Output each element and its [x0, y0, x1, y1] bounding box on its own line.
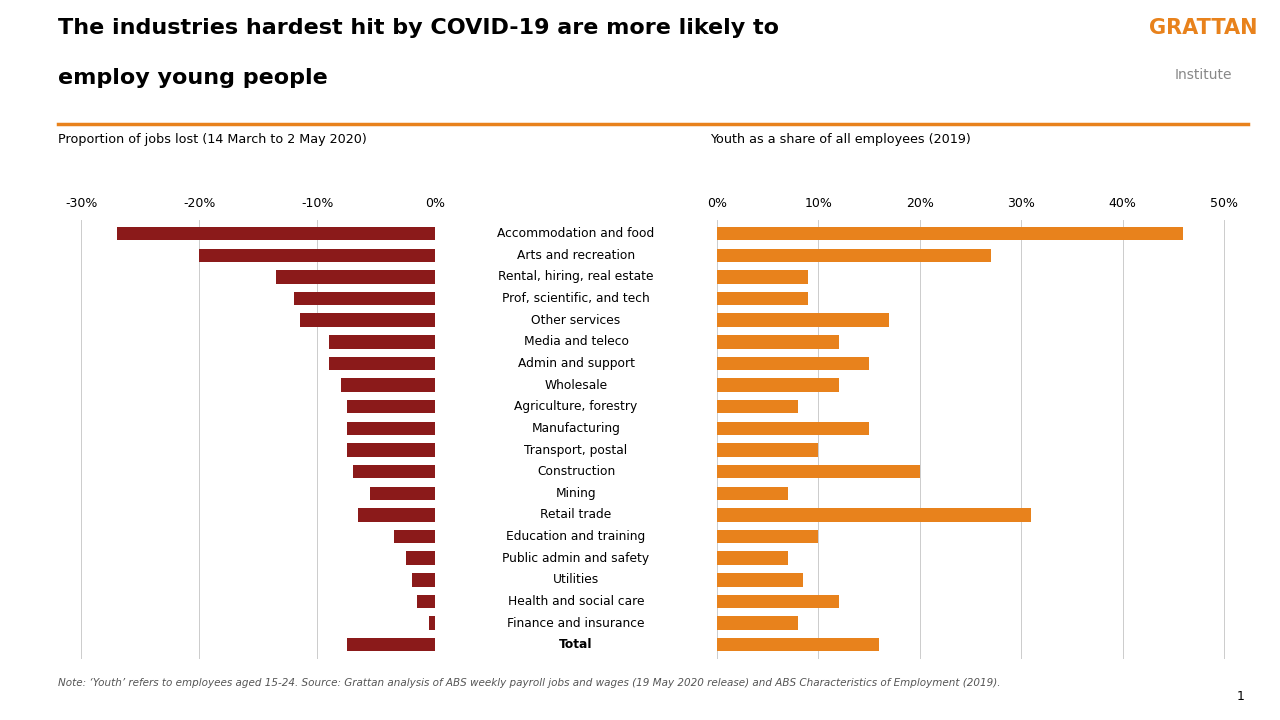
Text: Utilities: Utilities [553, 573, 599, 586]
Text: Other services: Other services [531, 314, 621, 327]
Bar [347, 444, 435, 456]
Bar [717, 248, 991, 262]
Bar [347, 638, 435, 652]
Bar [406, 552, 435, 565]
Bar [116, 227, 435, 240]
Text: The industries hardest hit by COVID-19 are more likely to: The industries hardest hit by COVID-19 a… [58, 18, 778, 38]
Bar [276, 270, 435, 284]
Bar [717, 638, 879, 652]
Text: Finance and insurance: Finance and insurance [507, 616, 645, 629]
Text: Note: ‘Youth’ refers to employees aged 15-24. Source: Grattan analysis of ABS we: Note: ‘Youth’ refers to employees aged 1… [58, 678, 1000, 688]
Bar [358, 508, 435, 521]
Text: Health and social care: Health and social care [508, 595, 644, 608]
Text: Rental, hiring, real estate: Rental, hiring, real estate [498, 271, 654, 284]
Text: Retail trade: Retail trade [540, 508, 612, 521]
Text: Manufacturing: Manufacturing [531, 422, 621, 435]
Bar [300, 313, 435, 327]
Bar [429, 616, 435, 630]
Bar [717, 270, 808, 284]
Bar [417, 595, 435, 608]
Text: Wholesale: Wholesale [544, 379, 608, 392]
Bar [717, 595, 838, 608]
Bar [717, 379, 838, 392]
Text: employ young people: employ young people [58, 68, 328, 89]
Text: Accommodation and food: Accommodation and food [498, 228, 654, 240]
Text: Public admin and safety: Public admin and safety [503, 552, 649, 564]
Bar [293, 292, 435, 305]
Text: Transport, postal: Transport, postal [525, 444, 627, 456]
Bar [717, 292, 808, 305]
Text: Youth as a share of all employees (2019): Youth as a share of all employees (2019) [710, 133, 972, 146]
Text: Prof, scientific, and tech: Prof, scientific, and tech [502, 292, 650, 305]
Bar [340, 379, 435, 392]
Bar [717, 530, 818, 544]
Bar [347, 400, 435, 413]
Text: Education and training: Education and training [507, 530, 645, 543]
Bar [717, 552, 787, 565]
Text: Mining: Mining [556, 487, 596, 500]
Text: Proportion of jobs lost (14 March to 2 May 2020): Proportion of jobs lost (14 March to 2 M… [58, 133, 366, 146]
Bar [717, 573, 803, 587]
Bar [370, 487, 435, 500]
Bar [329, 357, 435, 370]
Text: Institute: Institute [1175, 68, 1233, 82]
Bar [717, 357, 869, 370]
Text: GRATTAN: GRATTAN [1149, 18, 1258, 38]
Text: Total: Total [559, 638, 593, 651]
Bar [717, 422, 869, 435]
Text: Arts and recreation: Arts and recreation [517, 249, 635, 262]
Text: Agriculture, forestry: Agriculture, forestry [515, 400, 637, 413]
Text: 1: 1 [1236, 690, 1244, 703]
Bar [200, 248, 435, 262]
Bar [717, 400, 797, 413]
Bar [717, 616, 797, 630]
Bar [717, 335, 838, 348]
Bar [717, 508, 1032, 521]
Bar [352, 465, 435, 478]
Text: Admin and support: Admin and support [517, 357, 635, 370]
Bar [717, 313, 890, 327]
Bar [717, 444, 818, 456]
Bar [394, 530, 435, 544]
Bar [347, 422, 435, 435]
Text: Construction: Construction [536, 465, 616, 478]
Bar [717, 465, 919, 478]
Bar [412, 573, 435, 587]
Bar [329, 335, 435, 348]
Text: Media and teleco: Media and teleco [524, 336, 628, 348]
Bar [717, 487, 787, 500]
Bar [717, 227, 1184, 240]
